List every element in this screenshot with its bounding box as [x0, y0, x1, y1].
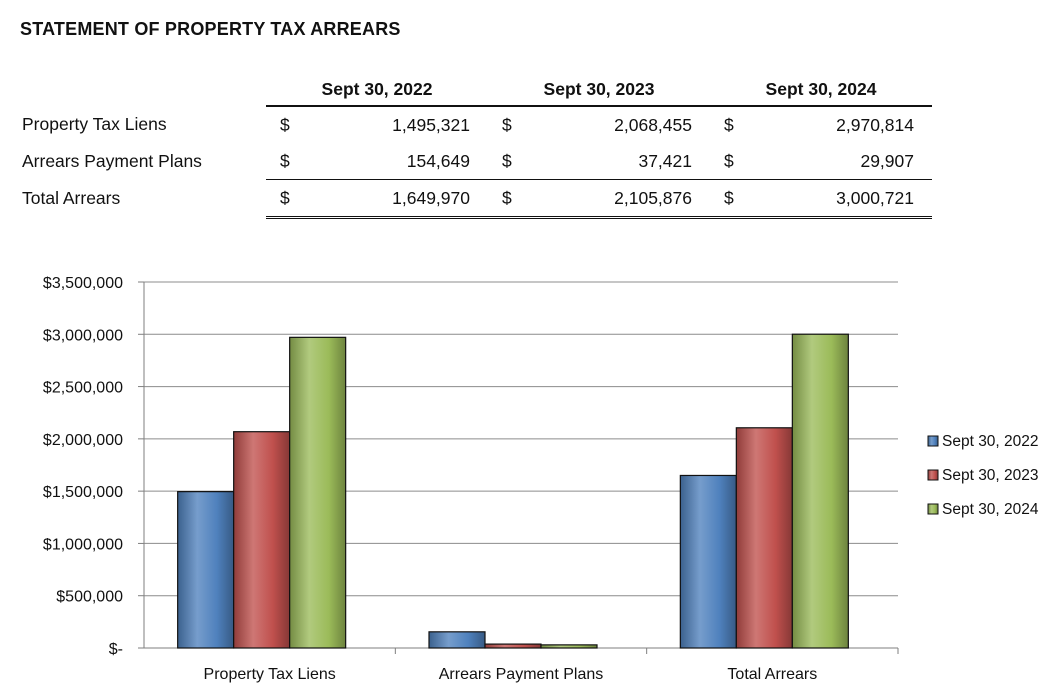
legend-label: Sept 30, 2023: [942, 467, 1039, 484]
bar: [177, 491, 235, 649]
y-tick-label: $2,000,000: [43, 432, 123, 449]
currency-symbol: $: [280, 150, 290, 171]
header-2024: Sept 30, 2024: [710, 74, 932, 107]
table-row: Arrears Payment Plans $ 154,649 $ 37,421…: [14, 143, 932, 180]
y-tick-label: $2,500,000: [43, 380, 123, 397]
bar: [791, 333, 849, 649]
legend-label: Sept 30, 2022: [942, 433, 1039, 450]
bar: [289, 336, 347, 649]
page-title: STATEMENT OF PROPERTY TAX ARREARS: [20, 19, 401, 39]
arrears-table: Sept 30, 2022 Sept 30, 2023 Sept 30, 202…: [14, 74, 932, 219]
legend-label: Sept 30, 2024: [942, 501, 1039, 518]
legend-swatch: [927, 503, 939, 515]
currency-symbol: $: [502, 150, 512, 171]
bar: [233, 431, 291, 649]
currency-symbol: $: [266, 179, 304, 219]
cell-value: 3,000,721: [748, 179, 932, 219]
currency-symbol: $: [710, 179, 748, 219]
bar: [735, 427, 793, 649]
cell-value: 29,907: [860, 150, 914, 171]
row-label: Total Arrears: [22, 188, 121, 208]
currency-symbol: $: [724, 150, 734, 171]
y-tick-label: $500,000: [56, 589, 123, 606]
cell-value: 2,068,455: [614, 114, 692, 135]
header-2023: Sept 30, 2023: [488, 74, 710, 107]
currency-symbol: $: [488, 179, 526, 219]
legend-swatch: [927, 435, 939, 447]
table-row-total: Total Arrears $ 1,649,970 $ 2,105,876 $ …: [14, 179, 932, 219]
cell-value: 1,649,970: [304, 179, 488, 219]
table-header-row: Sept 30, 2022 Sept 30, 2023 Sept 30, 202…: [14, 74, 932, 107]
cell-value: 1,495,321: [392, 114, 470, 135]
bar: [484, 643, 542, 649]
header-spacer: [14, 74, 266, 106]
table-row: Property Tax Liens $ 1,495,321 $ 2,068,4…: [14, 106, 932, 143]
x-tick-label: Arrears Payment Plans: [439, 666, 604, 683]
bar: [428, 631, 486, 649]
x-tick-label: Property Tax Liens: [204, 666, 336, 683]
cell-value: 37,421: [638, 150, 692, 171]
cell-value: 154,649: [406, 150, 470, 171]
x-tick-label: Total Arrears: [727, 666, 817, 683]
cell-value: 2,105,876: [526, 179, 710, 219]
y-tick-label: $-: [109, 641, 123, 658]
currency-symbol: $: [280, 114, 290, 135]
currency-symbol: $: [724, 114, 734, 135]
y-tick-label: $1,500,000: [43, 484, 123, 501]
bar: [679, 474, 737, 649]
row-label: Property Tax Liens: [22, 114, 167, 134]
row-label: Arrears Payment Plans: [22, 150, 202, 171]
y-tick-label: $1,000,000: [43, 536, 123, 553]
currency-symbol: $: [502, 114, 512, 135]
header-2022: Sept 30, 2022: [266, 74, 488, 107]
y-tick-label: $3,000,000: [43, 327, 123, 344]
cell-value: 2,970,814: [836, 114, 914, 135]
legend-swatch: [927, 469, 939, 481]
bar: [540, 644, 598, 649]
y-tick-label: $3,500,000: [43, 275, 123, 292]
bar-chart: $- $500,000 $1,000,000 $1,500,000 $2,000,000…: [43, 275, 1039, 683]
